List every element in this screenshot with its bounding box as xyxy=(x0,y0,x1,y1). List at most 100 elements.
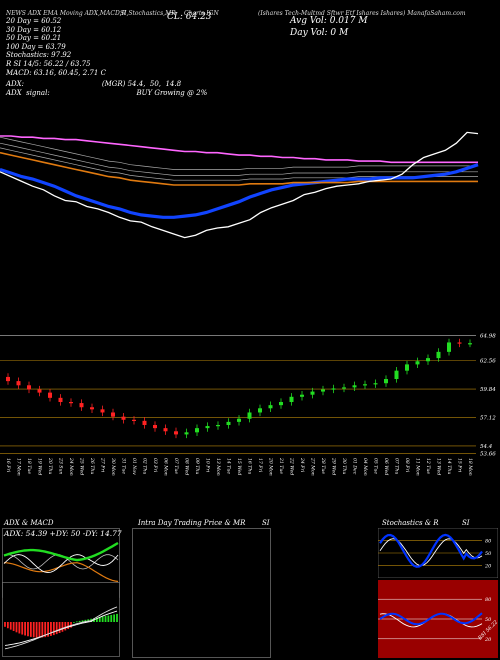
candle-body xyxy=(342,387,346,389)
rsi-line xyxy=(379,612,483,626)
date-label: 08 Fri xyxy=(404,458,410,473)
price-line xyxy=(0,131,479,239)
macd-bar xyxy=(12,622,15,632)
candle-body xyxy=(6,376,10,382)
candle-body xyxy=(457,342,462,344)
macd-bar xyxy=(21,622,24,635)
candle-body xyxy=(415,361,420,365)
candle-body xyxy=(279,402,283,406)
date-label: 25 Wed xyxy=(79,457,85,475)
candle-body xyxy=(331,388,336,390)
date-label: 18 Mon xyxy=(467,458,473,476)
date-label: 29 Wed xyxy=(331,457,337,475)
stoch-level-label: 80 xyxy=(485,538,492,544)
adx-line: ADX: (MGR) 54.4, 50, 14.8 xyxy=(6,80,182,88)
stoch-level-label: 50 xyxy=(485,551,492,557)
date-axis: 16 Fri 17 Mon 18 Tue 19 Wed 20 Thu 23 Sun 24 M… xyxy=(5,457,473,476)
candle-body xyxy=(58,397,63,403)
candle-body xyxy=(394,370,399,380)
price-level-label: 59.84 xyxy=(480,387,496,393)
macd-bar xyxy=(18,622,21,634)
candle-body xyxy=(310,391,315,395)
ema-30: 30 Day = 60.12 xyxy=(6,25,62,34)
macd-bar xyxy=(29,622,32,637)
macd-bar xyxy=(98,617,101,622)
candle-body xyxy=(426,358,430,362)
candle-body xyxy=(100,409,105,413)
candle-body xyxy=(163,428,168,432)
date-label: 21 Tue xyxy=(278,457,284,474)
date-label: 17 Fri xyxy=(257,458,263,473)
stoch-lines xyxy=(379,533,483,568)
date-label: 06 Mon xyxy=(163,458,169,476)
candle-body xyxy=(352,385,357,388)
macd-bar xyxy=(6,622,9,629)
candle-body xyxy=(79,403,84,408)
candle-body xyxy=(247,412,252,419)
macd-bar xyxy=(52,622,55,636)
date-label: 27 Mon xyxy=(310,457,316,476)
stochastics-value: Stochastics: 97.92 xyxy=(6,51,72,60)
macd-panel xyxy=(2,582,120,657)
date-label: 11 Mon xyxy=(415,458,421,476)
date-label: 31 Tue xyxy=(121,458,127,474)
macd-bar xyxy=(78,620,81,622)
macd-bar xyxy=(64,622,67,631)
candle-body xyxy=(132,419,136,421)
date-label: 19 Wed xyxy=(37,458,43,475)
date-label: 30 Mon xyxy=(110,458,116,476)
stoch-title: Stochastics & R xyxy=(382,519,439,527)
date-label: 26 Thu xyxy=(89,457,95,474)
date-label: 28 Tue xyxy=(320,457,326,474)
intraday-si: SI xyxy=(262,519,270,527)
candle-body xyxy=(27,385,31,390)
macd-line xyxy=(4,606,118,650)
date-label: 20 Mon xyxy=(268,457,274,476)
price-level-label: 64.98 xyxy=(480,333,496,339)
date-label: 27 Fri xyxy=(100,457,106,473)
date-label: 16 Fri xyxy=(5,458,11,473)
date-label: 08 Wed xyxy=(184,458,190,475)
macd-bar xyxy=(38,622,41,638)
date-label: 04 Mon xyxy=(362,458,368,476)
rsi-value: R SI 14/5: 56.22 / 63.75 xyxy=(6,59,91,68)
date-label: 06 Wed xyxy=(383,458,389,475)
candle-body xyxy=(436,351,441,359)
indicator-list: 20 Day = 60.52 30 Day = 60.12 50 Day = 6… xyxy=(6,17,106,77)
candle-body xyxy=(384,379,388,384)
intraday-title: Intra Day Trading Price & MR xyxy=(138,519,246,527)
candle-body xyxy=(447,342,451,352)
macd-bar xyxy=(110,614,113,622)
date-label: 01 Nov xyxy=(131,458,137,475)
ema-50: 50 Day = 60.21 xyxy=(6,34,62,43)
date-label: 13 Mon xyxy=(215,458,221,476)
candle-body xyxy=(237,418,241,422)
macd-bar xyxy=(44,622,47,638)
date-label: 09 Thu xyxy=(194,458,200,474)
macd-bar xyxy=(107,615,110,622)
date-label: 15 Wed xyxy=(236,458,242,475)
macd-bar xyxy=(58,622,61,633)
macd-bar xyxy=(81,620,84,622)
candle-body xyxy=(226,421,231,426)
adx-lines xyxy=(3,541,119,583)
candle-body xyxy=(300,394,304,397)
price-level-lines: 64.98 62.56 59.84 57.12 54.4 53.66 xyxy=(0,333,496,458)
candle-body xyxy=(363,384,367,386)
candle-body xyxy=(174,431,178,435)
candle-body xyxy=(69,402,73,404)
date-label: 23 Sun xyxy=(58,457,64,474)
candle-body xyxy=(195,428,199,433)
price-level-label: 54.4 xyxy=(480,444,493,450)
candle-body xyxy=(37,389,42,393)
rsi-lines xyxy=(379,612,483,628)
header-left: NEWS ADX EMA Moving ADX,MACD,R xyxy=(6,10,126,17)
candle-body xyxy=(468,343,472,345)
rsi-level-label: 80 xyxy=(485,597,492,603)
minus-di-line xyxy=(3,562,119,583)
macd-bar xyxy=(95,617,98,622)
candle-body xyxy=(16,381,21,386)
intraday-panel xyxy=(132,528,271,658)
date-label: 02 Thu xyxy=(142,458,148,474)
